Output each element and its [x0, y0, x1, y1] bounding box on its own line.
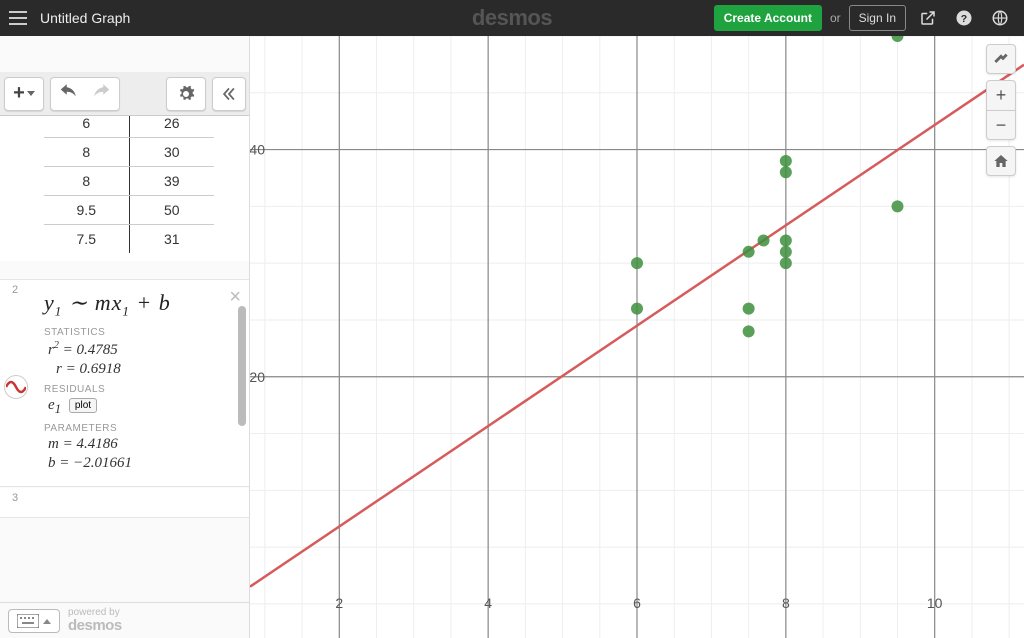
x-cell[interactable]: 9.5 [44, 196, 129, 225]
y-cell[interactable]: 39 [129, 167, 214, 196]
x-cell[interactable]: 8 [44, 167, 129, 196]
r-stat: r = 0.6918 [56, 361, 237, 378]
home-button[interactable] [986, 146, 1016, 176]
x-cell[interactable]: 7.5 [44, 225, 129, 254]
zoom-out-button[interactable]: − [986, 110, 1016, 140]
svg-text:10: 10 [927, 595, 943, 611]
b-parameter: b = −2.01661 [48, 455, 237, 472]
help-icon[interactable]: ? [950, 4, 978, 32]
redo-button[interactable] [92, 84, 110, 103]
create-account-button[interactable]: Create Account [714, 5, 822, 31]
graph-area[interactable]: 2 4 6 8 10 20 40 + − [250, 36, 1024, 638]
y-cell[interactable]: 30 [129, 138, 214, 167]
r-squared-stat: r2 = 0.4785 [48, 340, 237, 359]
row-number: 2 [0, 280, 30, 296]
table-row[interactable]: 9.550 [44, 196, 214, 225]
table-row[interactable]: 830 [44, 138, 214, 167]
x-cell[interactable]: 8 [44, 138, 129, 167]
undo-redo-group [50, 77, 120, 111]
share-icon[interactable] [914, 4, 942, 32]
language-icon[interactable] [986, 4, 1014, 32]
table-row[interactable]: 7.531 [44, 225, 214, 254]
row-number: 3 [0, 488, 30, 504]
settings-button[interactable] [166, 77, 206, 111]
top-bar: Untitled Graph desmos Create Account or … [0, 0, 1024, 36]
add-expression-button[interactable]: + [4, 77, 44, 111]
undo-button[interactable] [60, 84, 78, 103]
residuals-header: RESIDUALS [44, 384, 237, 395]
empty-expression-row[interactable]: 3 [0, 488, 249, 518]
powered-by-label: powered by desmos [68, 607, 122, 635]
svg-text:8: 8 [782, 595, 790, 611]
table-row[interactable]: 839 [44, 167, 214, 196]
regression-formula: y1 ∼ mx1 + b [44, 290, 237, 319]
sidebar-footer: powered by desmos [0, 602, 249, 638]
parameters-header: PARAMETERS [44, 423, 237, 434]
desmos-logo: desmos [472, 5, 552, 31]
statistics-header: STATISTICS [44, 327, 237, 338]
regression-expression-block[interactable]: 2 × y1 ∼ mx1 + b STATISTICS r2 = 0.4785 … [0, 279, 249, 487]
svg-text:4: 4 [484, 595, 492, 611]
regression-icon[interactable] [4, 375, 28, 399]
sidebar-scrollbar[interactable] [238, 86, 246, 598]
graph-settings-button[interactable] [986, 44, 1016, 74]
expression-toolbar: + [0, 72, 250, 116]
graph-title[interactable]: Untitled Graph [40, 10, 130, 26]
svg-text:2: 2 [335, 595, 343, 611]
svg-text:40: 40 [250, 142, 265, 158]
collapse-panel-button[interactable] [212, 77, 246, 111]
residuals-line: e1 plot [48, 397, 237, 417]
svg-text:20: 20 [250, 369, 265, 385]
y-cell[interactable]: 50 [129, 196, 214, 225]
or-text: or [830, 11, 841, 25]
expression-panel: + 6306268308399.5507.531 2 × [0, 36, 250, 638]
svg-text:?: ? [961, 13, 967, 25]
menu-button[interactable] [0, 0, 36, 36]
plot-residuals-button[interactable]: plot [69, 398, 97, 413]
svg-text:6: 6 [633, 595, 641, 611]
m-parameter: m = 4.4186 [48, 436, 237, 453]
keyboard-button[interactable] [8, 609, 60, 633]
y-cell[interactable]: 31 [129, 225, 214, 254]
zoom-in-button[interactable]: + [986, 80, 1016, 110]
sign-in-button[interactable]: Sign In [849, 5, 906, 31]
